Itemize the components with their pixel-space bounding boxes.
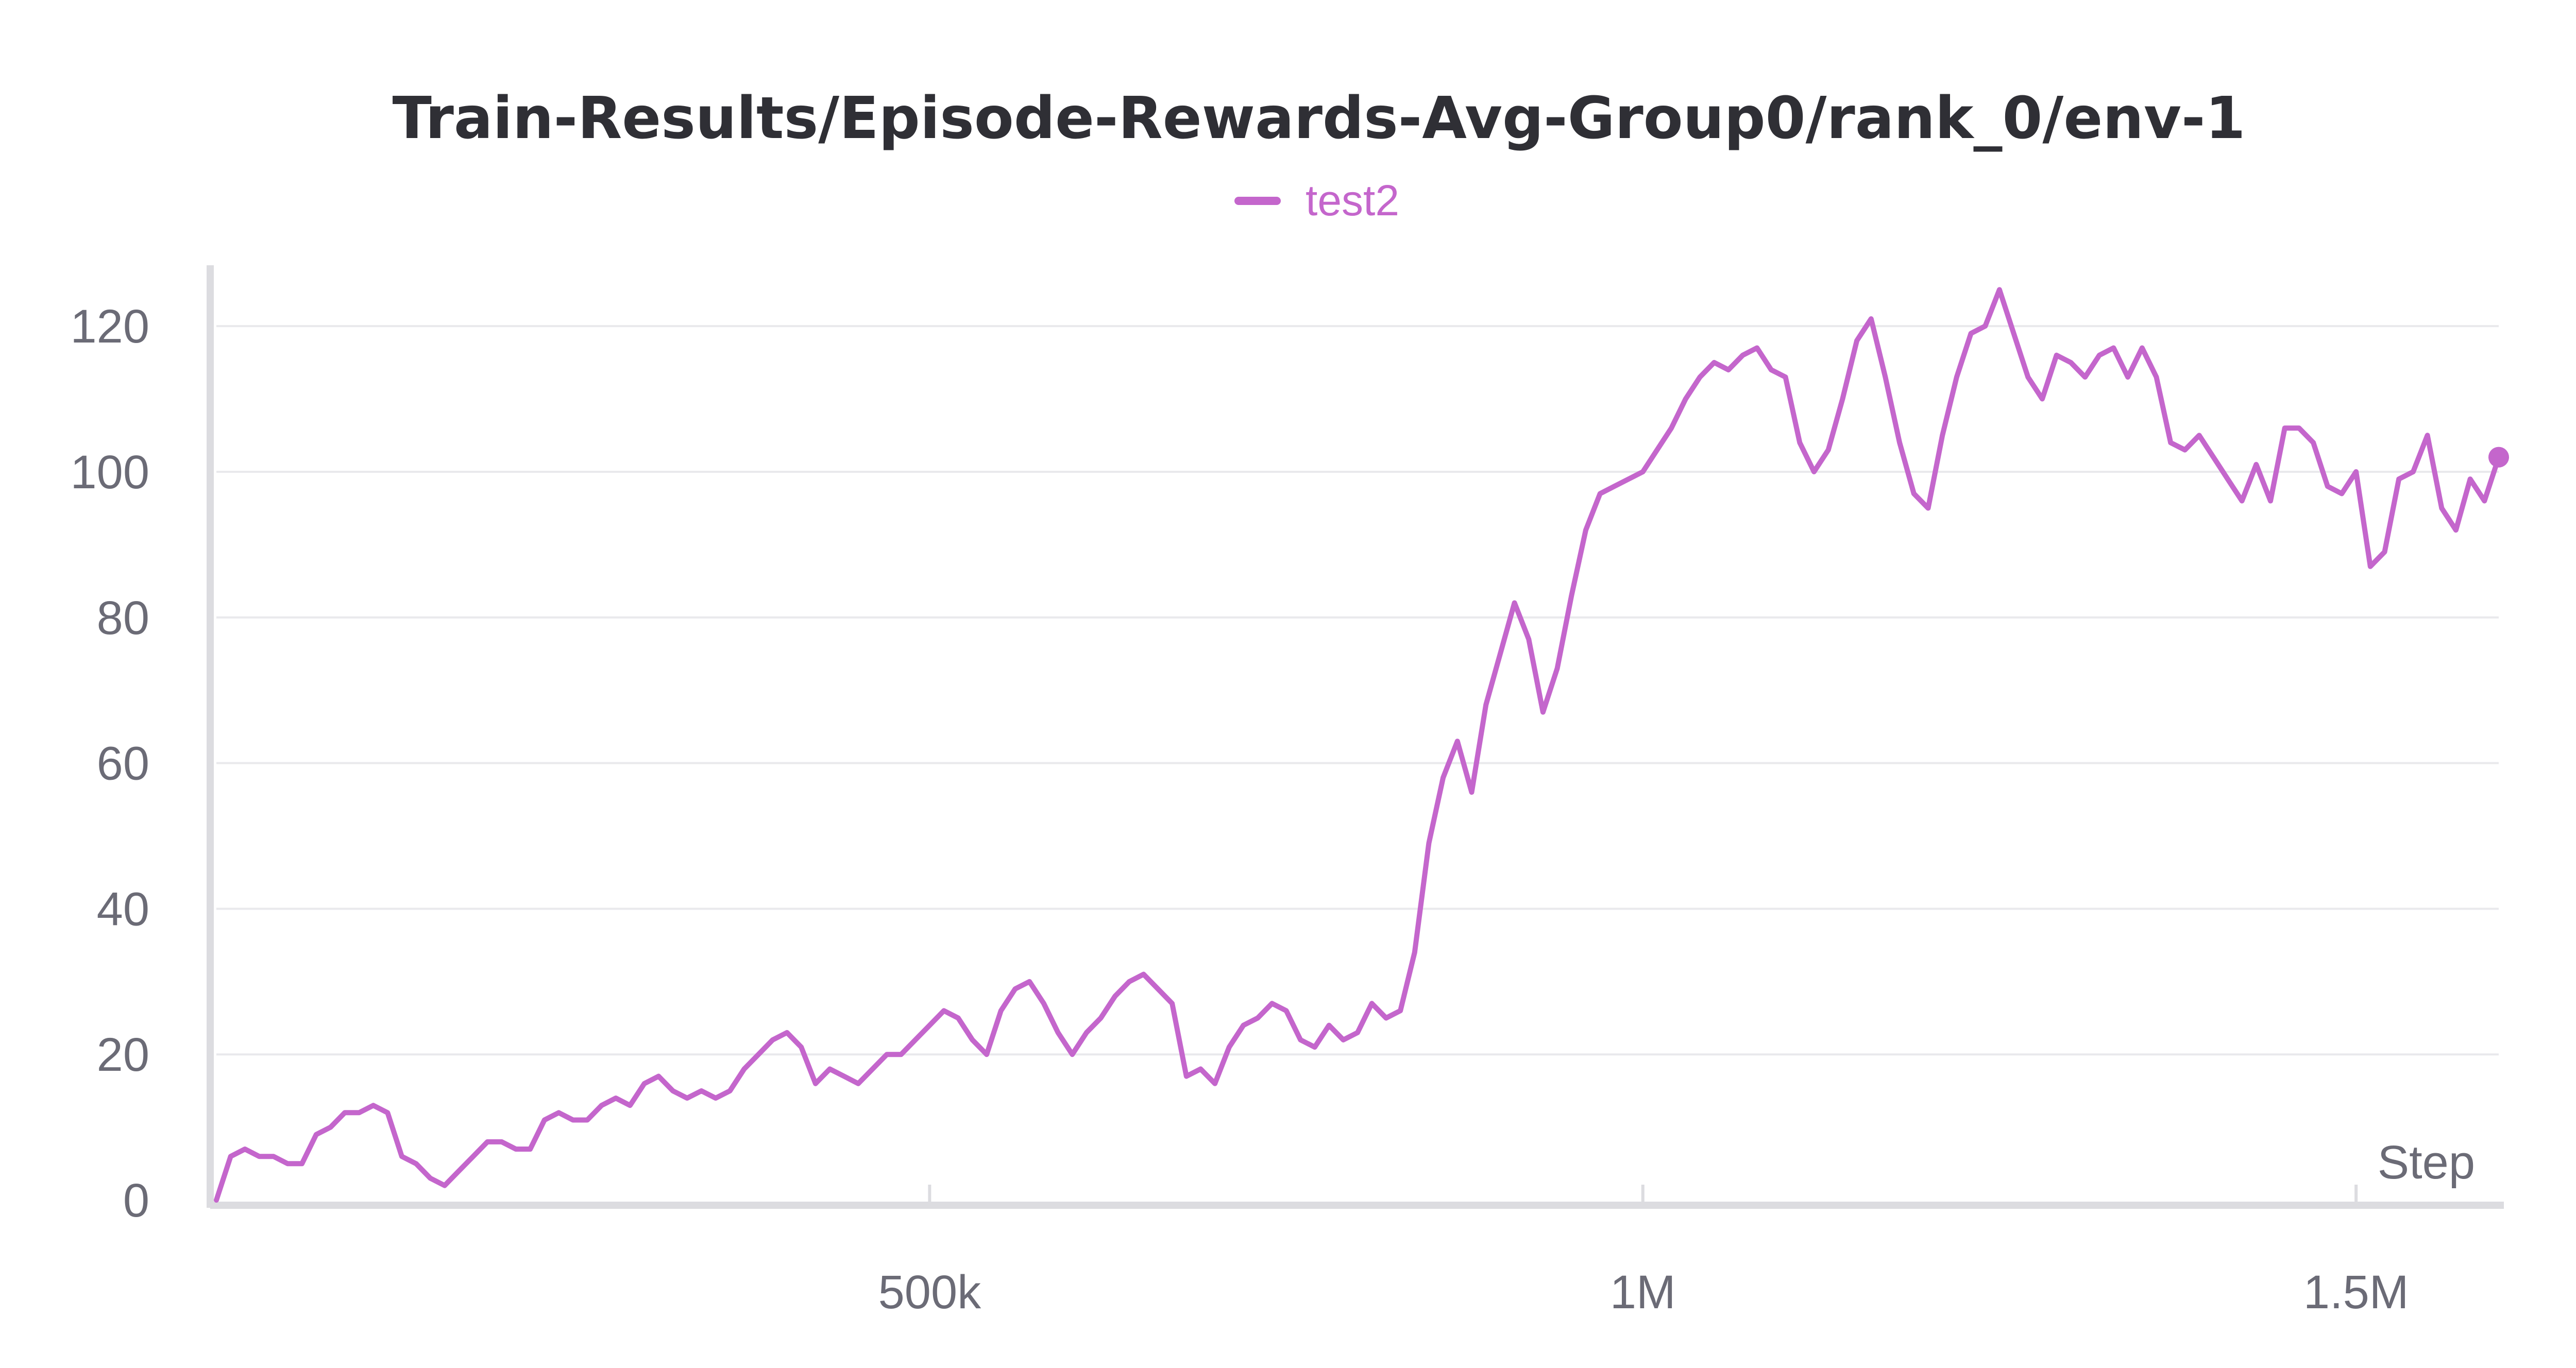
legend[interactable]: test2 [1234,176,1399,225]
legend-label: test2 [1306,176,1399,225]
x-tick-label: 1M [1610,1266,1676,1319]
x-tick-label: 1.5M [2303,1266,2409,1319]
y-tick-label: 0 [123,1174,149,1227]
x-axis-ticks: 500k 1M 1.5M [878,1185,2409,1319]
y-tick-label: 80 [97,592,149,644]
series-line-test2[interactable] [214,287,2501,1203]
y-tick-label: 100 [71,446,150,499]
y-tick-label: 40 [97,883,149,935]
series-end-marker[interactable] [2488,447,2509,468]
x-tick-label: 500k [878,1266,981,1319]
gridlines [216,325,2499,1056]
y-tick-label: 60 [97,738,149,790]
y-tick-label: 20 [97,1029,149,1081]
y-tick-label: 120 [71,300,150,353]
chart-title: Train-Results/Episode-Rewards-Avg-Group0… [393,85,2246,152]
y-axis-ticks: 0 20 40 60 80 100 120 [71,300,150,1227]
x-axis-title: Step [2378,1136,2475,1189]
